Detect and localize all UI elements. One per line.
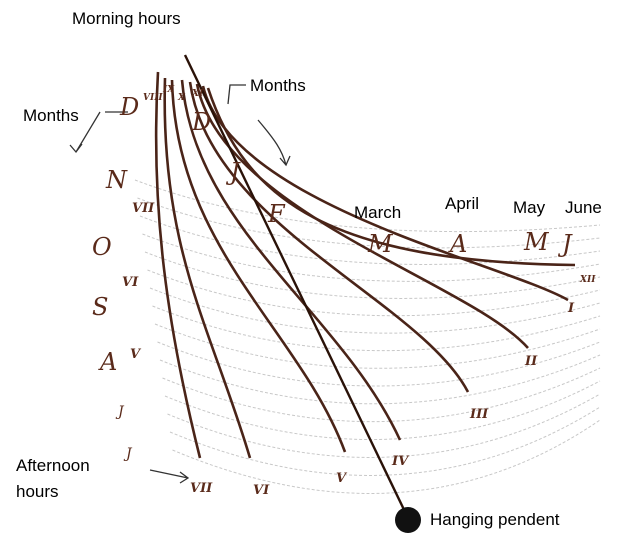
label: June (565, 198, 602, 217)
hour-mark: VI (253, 483, 270, 498)
hour-mark: II (524, 354, 538, 369)
month-mark: N (105, 166, 128, 194)
hour-mark: VII (132, 201, 155, 216)
hour-mark: XII (579, 275, 596, 285)
month-mark: J (123, 446, 133, 462)
hour-mark: IX (162, 85, 175, 95)
hour-mark: VI (122, 275, 139, 290)
month-mark: D (119, 93, 139, 121)
month-mark: M (523, 228, 550, 256)
month-mark: F (267, 200, 286, 228)
hour-mark: IV (391, 454, 410, 469)
hour-mark: X (177, 93, 186, 103)
hour-curve (190, 82, 468, 392)
month-arc (148, 270, 601, 316)
hour-mark: VII (190, 481, 213, 496)
label: Morning hours (72, 9, 181, 28)
label: hours (16, 482, 59, 501)
month-mark: A (98, 348, 117, 376)
arrow (258, 120, 290, 165)
pendent-ball (395, 507, 421, 533)
sundial-diagram: Morning hours Months Months March April … (0, 0, 619, 538)
month-mark: A (448, 230, 467, 258)
hour-mark: V (336, 471, 348, 486)
pendent-string (185, 55, 408, 518)
label: Afternoon (16, 456, 90, 475)
hour-mark: I (567, 301, 575, 316)
hour-curve (203, 86, 568, 300)
label: March (354, 203, 401, 222)
hour-mark: VIII (143, 93, 163, 103)
arrow (228, 85, 246, 104)
label: Months (23, 106, 79, 125)
month-arc (165, 381, 600, 440)
label: May (513, 198, 546, 217)
arrow (150, 470, 188, 483)
page: {"labels": {"morning": "Morning hours", … (0, 0, 619, 538)
label: Hanging pendent (430, 510, 560, 529)
hour-mark: XI (191, 89, 204, 99)
hour-curves (156, 72, 575, 458)
month-arc (170, 407, 600, 475)
month-arc (173, 420, 601, 493)
month-arc (150, 288, 600, 333)
month-arc (153, 306, 601, 351)
label: Months (250, 76, 306, 95)
month-mark: J (557, 230, 573, 258)
hour-mark: V (130, 347, 142, 362)
month-mark: D (191, 108, 211, 136)
month-mark: S (92, 293, 108, 321)
month-mark: J (115, 404, 125, 420)
month-mark: M (367, 230, 394, 258)
month-mark: O (92, 233, 112, 261)
hour-mark: III (469, 407, 489, 422)
label: April (445, 194, 479, 213)
month-mark: J (225, 158, 241, 186)
